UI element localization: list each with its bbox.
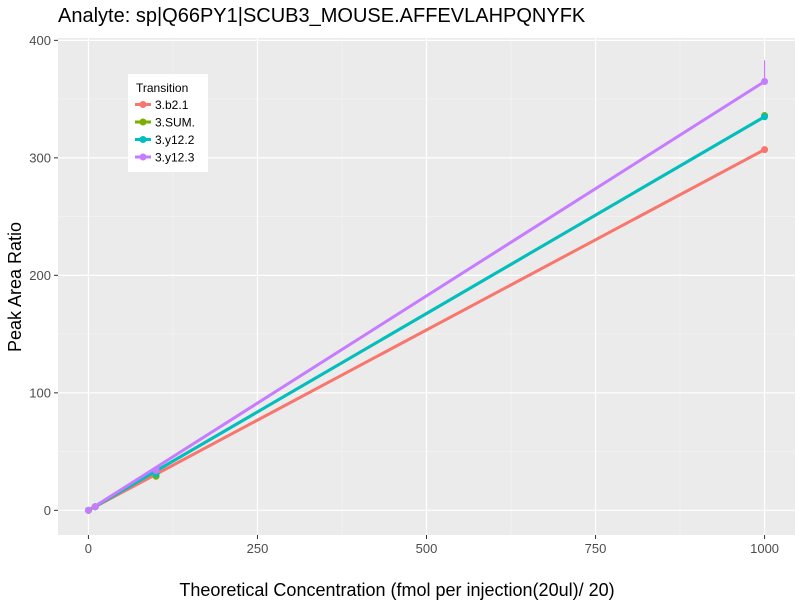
legend-items: 3.b2.1 3.SUM. 3.y12.2 3.y12.3 [135, 98, 195, 165]
x-axis-title: Theoretical Concentration (fmol per inje… [179, 580, 614, 600]
data-point [152, 466, 160, 474]
x-tick-label: 250 [247, 541, 269, 556]
fit-lines [87, 80, 766, 512]
series-line [87, 148, 766, 512]
chart-title: Analyte: sp|Q66PY1|SCUB3_MOUSE.AFFEVLAHP… [58, 5, 586, 27]
series-line [87, 115, 766, 512]
data-point [761, 113, 769, 121]
y-tick-label: 0 [44, 503, 51, 518]
data-point [761, 146, 769, 154]
x-tick-label: 500 [416, 541, 438, 556]
data-point [91, 503, 99, 511]
legend-key-point [139, 118, 147, 126]
legend-label: 3.y12.2 [155, 133, 195, 147]
y-tick-label: 200 [29, 268, 51, 283]
data-points [84, 77, 769, 514]
y-axis-title: Peak Area Ratio [5, 222, 25, 352]
x-tick-label: 1000 [750, 541, 779, 556]
legend: Transition 3.b2.1 3.SUM. 3.y12.2 3.y12.3 [128, 74, 208, 172]
series-line [87, 80, 766, 512]
x-tick-label: 0 [85, 541, 92, 556]
grid-major [58, 38, 795, 535]
legend-label: 3.SUM. [155, 116, 195, 130]
x-axis: 0 250 500 750 1000 [85, 535, 779, 556]
y-tick-label: 400 [29, 33, 51, 48]
legend-label: 3.b2.1 [155, 98, 189, 112]
legend-key-point [139, 153, 147, 161]
x-tick-label: 750 [585, 541, 607, 556]
legend-title: Transition [136, 81, 188, 95]
legend-key-point [139, 101, 147, 108]
legend-key-point [139, 136, 147, 143]
y-tick-label: 100 [29, 385, 51, 400]
legend-label: 3.y12.3 [155, 151, 195, 165]
data-point [761, 77, 769, 85]
y-axis: 0 100 200 300 400 [29, 33, 58, 518]
y-tick-label: 300 [29, 150, 51, 165]
data-point [84, 506, 92, 514]
